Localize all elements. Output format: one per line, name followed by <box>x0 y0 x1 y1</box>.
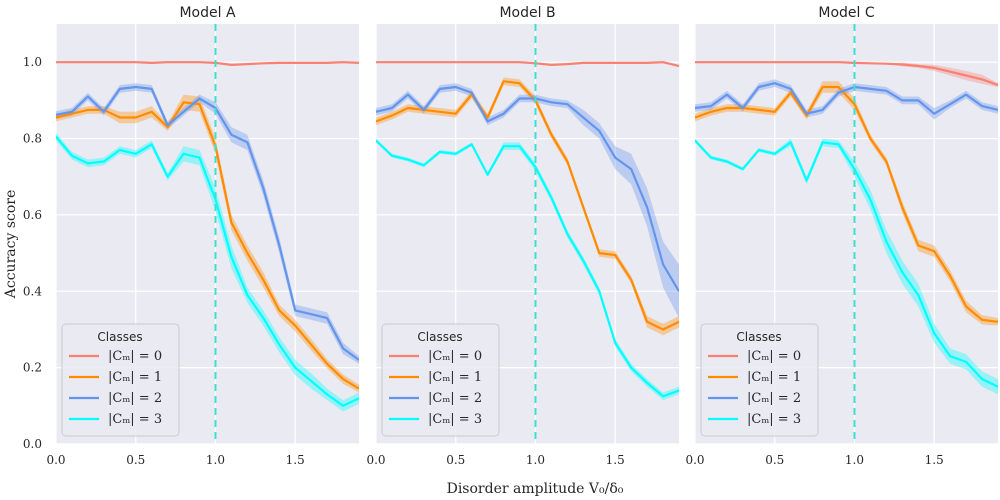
x-tick-label: 0.0 <box>685 453 704 467</box>
y-tick-label: 0.6 <box>23 208 42 222</box>
y-tick-label: 0.0 <box>23 437 42 451</box>
y-tick-label: 1.0 <box>23 55 42 69</box>
legend-title: Classes <box>736 330 781 344</box>
legend-title: Classes <box>417 330 462 344</box>
x-tick-label: 0.5 <box>126 453 145 467</box>
legend-label: |Cₘ| = 3 <box>747 412 801 427</box>
legend-box <box>381 323 500 437</box>
x-tick-label: 0.5 <box>446 453 465 467</box>
series-1-line <box>376 80 679 331</box>
legend-box <box>61 323 180 437</box>
series-1-band <box>56 94 359 393</box>
y-axis-label: Accuracy score <box>3 190 19 299</box>
series-2-line <box>695 82 998 115</box>
series-0-line <box>376 61 679 68</box>
series-0-line <box>695 61 998 87</box>
x-tick-label: 1.0 <box>526 453 545 467</box>
panel-2: 0.0 0.5 1.0 1.5 Model B Classes |Cₘ| = 0 |Cₘ| =… <box>366 5 679 467</box>
legend: Classes |Cₘ| = 0 |Cₘ| = 1 |Cₘ| = 2 |Cₘ| = 3 <box>381 323 500 437</box>
legend-box <box>700 323 819 437</box>
series-group <box>376 61 679 401</box>
y-tick-label: 0.8 <box>23 132 42 146</box>
x-tick-label: 1.5 <box>606 453 625 467</box>
series-3-line <box>376 139 679 398</box>
legend: Classes |Cₘ| = 0 |Cₘ| = 1 |Cₘ| = 2 |Cₘ| = 3 <box>700 323 819 437</box>
series-2-band <box>695 79 998 120</box>
series-3-band <box>695 138 998 395</box>
series-1-line <box>56 101 359 390</box>
legend-label: |Cₘ| = 1 <box>108 370 162 385</box>
series-group <box>56 61 359 412</box>
legend-label: |Cₘ| = 1 <box>747 370 801 385</box>
series-group <box>695 61 998 395</box>
x-axis-label: Disorder amplitude V₀/δ₀ <box>447 481 624 497</box>
series-0-line <box>56 61 359 66</box>
legend-label: |Cₘ| = 3 <box>428 412 482 427</box>
y-tick-label: 0.2 <box>23 361 42 375</box>
legend-label: |Cₘ| = 2 <box>747 391 801 406</box>
series-1-line <box>695 85 998 323</box>
legend: Classes |Cₘ| = 0 |Cₘ| = 1 |Cₘ| = 2 |Cₘ| = 3 <box>61 323 180 437</box>
series-1-band <box>695 81 998 326</box>
legend-label: |Cₘ| = 0 <box>108 349 162 364</box>
series-2-line <box>56 85 359 361</box>
panel-3: 0.0 0.5 1.0 1.5 Model C Classes |Cₘ| = 0 |Cₘ| =… <box>685 5 998 467</box>
x-tick-label: 1.5 <box>925 453 944 467</box>
x-tick-label: 1.0 <box>845 453 864 467</box>
panel-1: 0.0 0.5 1.0 1.5 0.0 0.2 0.4 0.6 0.8 1.0 Model A Cla… <box>23 5 359 467</box>
series-2-band <box>376 83 679 318</box>
series-2-line <box>376 85 679 292</box>
series-0-band <box>695 62 998 87</box>
legend-label: |Cₘ| = 2 <box>108 391 162 406</box>
x-tick-label: 1.0 <box>206 453 225 467</box>
y-tick-label: 0.4 <box>23 284 42 298</box>
legend-label: |Cₘ| = 0 <box>428 349 482 364</box>
legend-label: |Cₘ| = 3 <box>108 412 162 427</box>
legend-label: |Cₘ| = 2 <box>428 391 482 406</box>
legend-title: Classes <box>97 330 142 344</box>
x-tick-label: 0.0 <box>46 453 65 467</box>
legend-label: |Cₘ| = 0 <box>747 349 801 364</box>
series-3-band <box>56 132 359 412</box>
x-tick-label: 0.5 <box>765 453 784 467</box>
x-tick-label: 0.0 <box>366 453 385 467</box>
series-3-line <box>56 135 359 407</box>
series-3-line <box>695 139 998 388</box>
panel-title: Model B <box>499 5 555 21</box>
legend-label: |Cₘ| = 1 <box>428 370 482 385</box>
panel-title: Model A <box>179 5 235 21</box>
panel-title: Model C <box>818 5 874 21</box>
x-tick-label: 1.5 <box>286 453 305 467</box>
